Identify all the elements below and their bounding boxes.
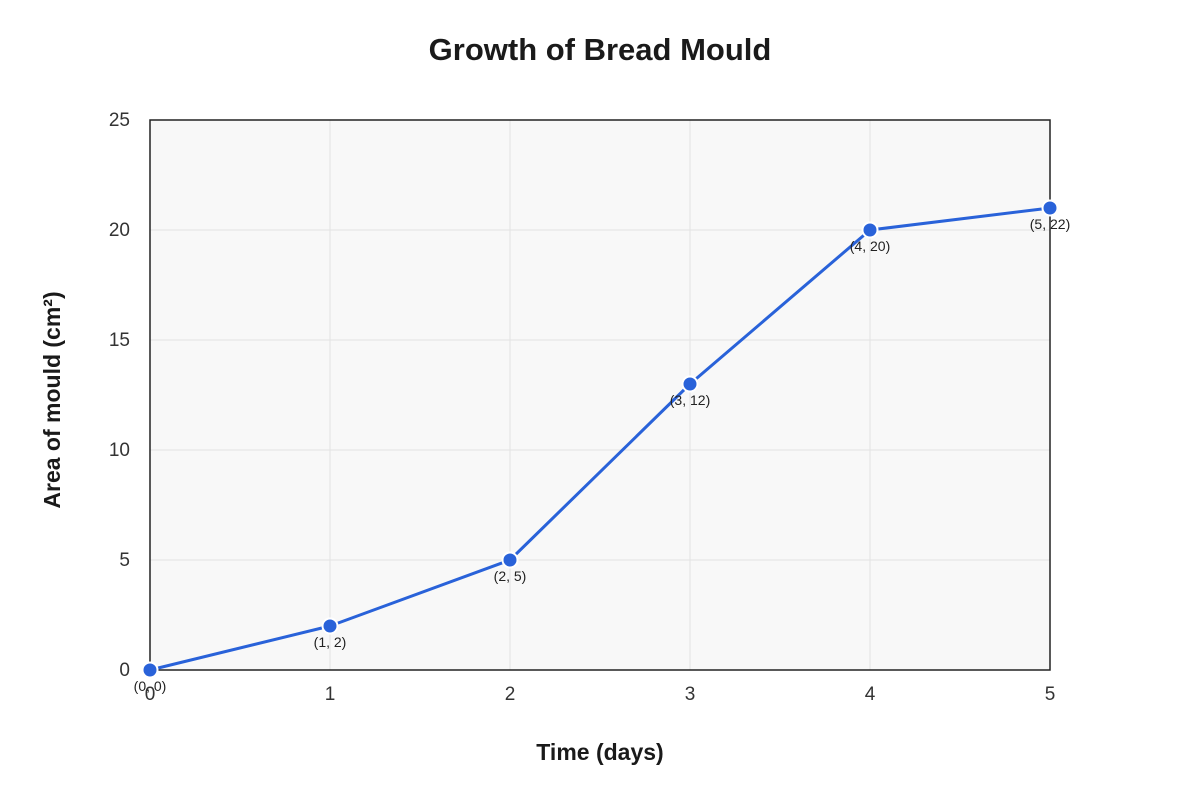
- data-point-label: (5, 22): [1030, 216, 1070, 232]
- data-point: [321, 617, 339, 635]
- data-point-label: (2, 5): [494, 568, 527, 584]
- data-point: [501, 551, 519, 569]
- data-point-label: (4, 20): [850, 238, 890, 254]
- y-tick-label: 20: [109, 220, 130, 241]
- series-layer: (0, 0) (1, 2) (2, 5) (3, 12) (4, 20) (5, 22): [134, 199, 1070, 694]
- y-tick-label: 15: [109, 330, 130, 351]
- plot-frame: [149, 119, 1051, 671]
- data-point: [861, 221, 879, 239]
- x-tick-label: 2: [505, 684, 516, 705]
- x-tick-label: 3: [685, 684, 696, 705]
- y-tick-label: 0: [119, 660, 130, 681]
- plot-area: [150, 120, 1050, 670]
- x-axis-title: Time (days): [536, 739, 663, 765]
- chart-title: Growth of Bread Mould: [429, 32, 772, 67]
- x-tick-label: 1: [325, 684, 336, 705]
- data-point-label: (1, 2): [314, 634, 347, 650]
- y-tick-label: 10: [109, 440, 130, 461]
- y-tick-label: 25: [109, 110, 130, 131]
- y-axis-title: Area of mould (cm²): [39, 291, 65, 508]
- x-tick-label: 4: [865, 684, 876, 705]
- series-line: [149, 206, 1051, 672]
- x-tick-label: 0: [145, 684, 156, 705]
- x-tick-label: 5: [1045, 684, 1056, 705]
- x-axis-ticks: 0 1 2 3 4 5: [145, 684, 1056, 705]
- data-point-label: (0, 0): [134, 678, 167, 694]
- y-axis-ticks: 0 5 10 15 20 25: [109, 110, 130, 681]
- data-point-label: (3, 12): [670, 392, 710, 408]
- data-point: [141, 661, 159, 679]
- data-point: [681, 375, 699, 393]
- data-point: [1041, 199, 1059, 217]
- y-tick-label: 5: [119, 550, 130, 571]
